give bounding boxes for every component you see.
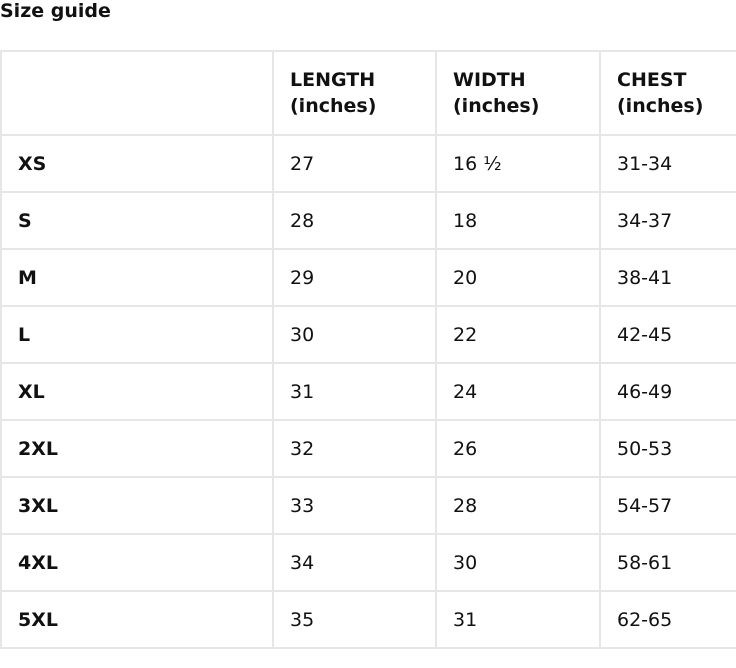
- cell-length: 32: [272, 419, 437, 478]
- cell-size: M: [0, 248, 274, 307]
- table-row: XS 27 16 ½ 31-34: [0, 134, 736, 193]
- header-width: WIDTH (inches): [435, 50, 601, 136]
- cell-chest: 58-61: [599, 533, 736, 592]
- table-row: 4XL 34 30 58-61: [0, 533, 736, 592]
- cell-width: 30: [435, 533, 601, 592]
- cell-chest: 42-45: [599, 305, 736, 364]
- cell-size: 2XL: [0, 419, 274, 478]
- cell-chest: 34-37: [599, 191, 736, 250]
- cell-length: 33: [272, 476, 437, 535]
- header-label: LENGTH: [290, 69, 376, 91]
- cell-length: 28: [272, 191, 437, 250]
- cell-length: 31: [272, 362, 437, 421]
- cell-width: 16 ½: [435, 134, 601, 193]
- size-guide-table: LENGTH (inches) WIDTH (inches) CHEST (inche…: [0, 50, 736, 649]
- cell-width: 24: [435, 362, 601, 421]
- table-row: 5XL 35 31 62-65: [0, 590, 736, 649]
- cell-size: 5XL: [0, 590, 274, 649]
- cell-width: 28: [435, 476, 601, 535]
- table-header-row: LENGTH (inches) WIDTH (inches) CHEST (inche…: [0, 50, 736, 136]
- header-unit: (inches): [453, 95, 540, 117]
- header-unit: (inches): [290, 95, 377, 117]
- cell-length: 29: [272, 248, 437, 307]
- cell-chest: 62-65: [599, 590, 736, 649]
- header-size: [0, 50, 274, 136]
- cell-length: 27: [272, 134, 437, 193]
- header-label: WIDTH: [453, 69, 526, 91]
- table-row: S 28 18 34-37: [0, 191, 736, 250]
- cell-length: 35: [272, 590, 437, 649]
- cell-size: S: [0, 191, 274, 250]
- header-length: LENGTH (inches): [272, 50, 437, 136]
- cell-size: 4XL: [0, 533, 274, 592]
- cell-width: 20: [435, 248, 601, 307]
- cell-size: XS: [0, 134, 274, 193]
- cell-size: XL: [0, 362, 274, 421]
- table-row: 3XL 33 28 54-57: [0, 476, 736, 535]
- cell-width: 18: [435, 191, 601, 250]
- cell-chest: 31-34: [599, 134, 736, 193]
- cell-chest: 50-53: [599, 419, 736, 478]
- header-label: CHEST: [617, 69, 687, 91]
- cell-size: L: [0, 305, 274, 364]
- cell-chest: 54-57: [599, 476, 736, 535]
- cell-chest: 46-49: [599, 362, 736, 421]
- cell-length: 34: [272, 533, 437, 592]
- cell-width: 31: [435, 590, 601, 649]
- cell-length: 30: [272, 305, 437, 364]
- table-row: M 29 20 38-41: [0, 248, 736, 307]
- cell-width: 22: [435, 305, 601, 364]
- table-row: L 30 22 42-45: [0, 305, 736, 364]
- cell-size: 3XL: [0, 476, 274, 535]
- cell-chest: 38-41: [599, 248, 736, 307]
- table-row: XL 31 24 46-49: [0, 362, 736, 421]
- header-unit: (inches): [617, 95, 704, 117]
- page-title: Size guide: [0, 0, 111, 22]
- cell-width: 26: [435, 419, 601, 478]
- header-chest: CHEST (inches): [599, 50, 736, 136]
- table-row: 2XL 32 26 50-53: [0, 419, 736, 478]
